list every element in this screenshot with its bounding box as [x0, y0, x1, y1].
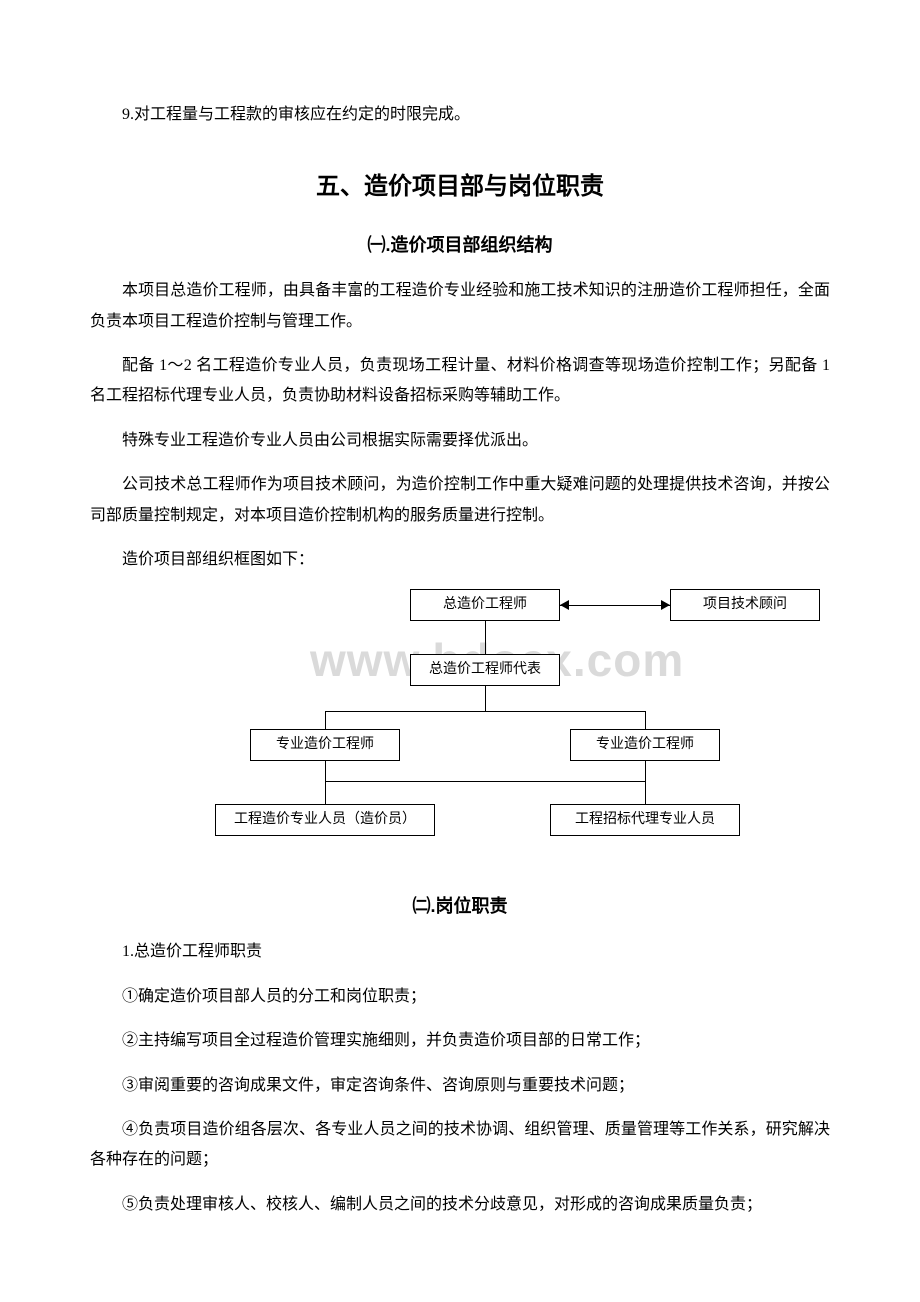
- node-specialist-left: 专业造价工程师: [250, 729, 400, 761]
- list-item: ①确定造价项目部人员的分工和岗位职责；: [90, 982, 830, 1012]
- paragraph: 造价项目部组织框图如下：: [90, 545, 830, 575]
- intro-paragraph: 9.对工程量与工程款的审核应在约定的时限完成。: [90, 100, 830, 130]
- arrow-icon: [560, 600, 569, 610]
- main-heading: 五、造价项目部与岗位职责: [90, 164, 830, 210]
- node-tech-consultant: 项目技术顾问: [670, 589, 820, 621]
- connector-line: [325, 781, 645, 782]
- section-title: 1.总造价工程师职责: [90, 937, 830, 967]
- paragraph: 本项目总造价工程师，由具备丰富的工程造价专业经验和施工技术知识的注册造价工程师担…: [90, 276, 830, 337]
- paragraph: 公司技术总工程师作为项目技术顾问，为造价控制工作中重大疑难问题的处理提供技术咨询…: [90, 470, 830, 531]
- list-item: ②主持编写项目全过程造价管理实施细则，并负责造价项目部的日常工作；: [90, 1026, 830, 1056]
- list-item: ④负责项目造价组各层次、各专业人员之间的技术协调、组织管理、质量管理等工作关系，…: [90, 1115, 830, 1176]
- connector-line: [645, 711, 646, 729]
- connector-line: [325, 711, 326, 729]
- list-item: ③审阅重要的咨询成果文件，审定咨询条件、咨询原则与重要技术问题；: [90, 1071, 830, 1101]
- arrow-icon: [661, 600, 670, 610]
- connector-line: [560, 605, 670, 606]
- node-chief-engineer: 总造价工程师: [410, 589, 560, 621]
- paragraph: 配备 1～2 名工程造价专业人员，负责现场工程计量、材料价格调查等现场造价控制工…: [90, 351, 830, 412]
- list-item: ⑤负责处理审核人、校核人、编制人员之间的技术分歧意见，对形成的咨询成果质量负责；: [90, 1190, 830, 1220]
- connector-line: [645, 781, 646, 804]
- connector-line: [325, 781, 326, 804]
- connector-line: [485, 621, 486, 654]
- connector-line: [645, 761, 646, 781]
- node-bid-agent: 工程招标代理专业人员: [550, 804, 740, 836]
- connector-line: [485, 686, 486, 711]
- sub-heading-1: ㈠.造价项目部组织结构: [90, 228, 830, 262]
- sub-heading-2: ㈡.岗位职责: [90, 889, 830, 923]
- node-specialist-right: 专业造价工程师: [570, 729, 720, 761]
- node-deputy-engineer: 总造价工程师代表: [410, 654, 560, 686]
- paragraph: 特殊专业工程造价专业人员由公司根据实际需要择优派出。: [90, 426, 830, 456]
- connector-line: [325, 711, 645, 712]
- connector-line: [325, 761, 326, 781]
- org-chart: www.bdocx.com 总造价工程师 项目技术顾问 总造价工程师代表 专业造…: [100, 589, 820, 869]
- node-cost-staff: 工程造价专业人员（造价员）: [215, 804, 435, 836]
